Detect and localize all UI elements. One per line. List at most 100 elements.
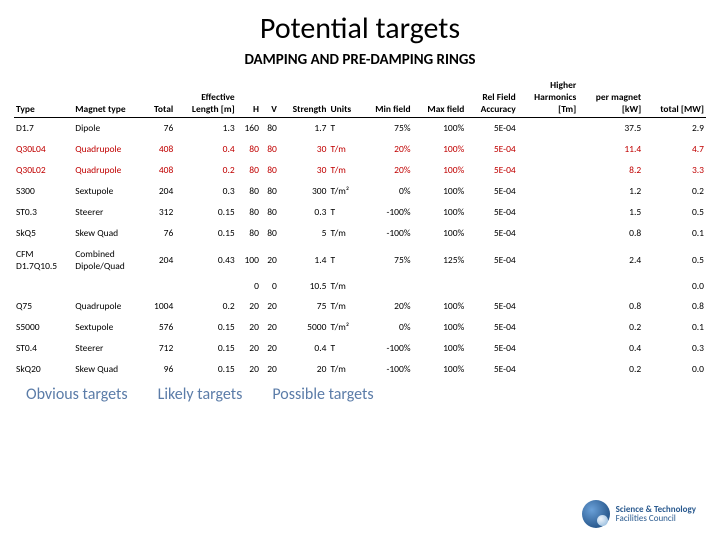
table-cell: Quadrupole (73, 139, 144, 160)
table-cell: 80 (261, 118, 279, 139)
table-cell: 100% (413, 160, 467, 181)
table-cell: 30 (279, 160, 329, 181)
likely-targets-label: Likely targets (158, 386, 243, 404)
table-cell: CFMD1.7Q10.5 (14, 244, 73, 277)
table-cell: 0.4 (578, 338, 643, 359)
table-cell: 75% (361, 244, 413, 277)
table-cell (518, 223, 579, 244)
table-cell: 20 (237, 317, 261, 338)
table-cell: T/m (328, 277, 360, 296)
table-cell: 100% (413, 139, 467, 160)
table-row: Q30L04Quadrupole4080.4808030T/m20%100%5E… (14, 139, 706, 160)
table-cell: 0.5 (643, 202, 706, 223)
table-row: S5000Sextupole5760.1520205000T/m²0%100%5… (14, 317, 706, 338)
table-cell: Q30L02 (14, 160, 73, 181)
table-cell: 0.15 (175, 317, 236, 338)
table-cell: Skew Quad (73, 223, 144, 244)
table-cell: 1.5 (578, 202, 643, 223)
data-table: TypeMagnet typeTotalEffectiveLength [m]H… (14, 77, 706, 380)
table-cell (73, 277, 144, 296)
column-header: HigherHarmonics[Tm] (518, 77, 579, 118)
table-cell (466, 277, 517, 296)
stfc-logo-icon (582, 500, 610, 528)
table-row: SkQ5Skew Quad760.1580805T/m-100%100%5E-0… (14, 223, 706, 244)
table-container: TypeMagnet typeTotalEffectiveLength [m]H… (0, 77, 720, 380)
table-cell: 20 (261, 338, 279, 359)
table-cell: Dipole (73, 118, 144, 139)
table-cell: 20 (279, 359, 329, 380)
table-cell: 0.8 (578, 223, 643, 244)
table-cell: 20% (361, 296, 413, 317)
table-row: D1.7Dipole761.3160801.7T75%100%5E-0437.5… (14, 118, 706, 139)
table-cell: 0% (361, 317, 413, 338)
table-cell: 0.15 (175, 359, 236, 380)
table-cell: 100% (413, 181, 467, 202)
table-cell: -100% (361, 202, 413, 223)
table-cell: 80 (237, 223, 261, 244)
table-cell: 100% (413, 223, 467, 244)
table-cell: 96 (145, 359, 176, 380)
table-row: CFMD1.7Q10.5CombinedDipole/Quad2040.4310… (14, 244, 706, 277)
table-cell: T (328, 338, 360, 359)
table-cell: 20 (237, 338, 261, 359)
table-cell: 0.3 (175, 181, 236, 202)
table-row: ST0.3Steerer3120.1580800.3T-100%100%5E-0… (14, 202, 706, 223)
table-cell: 5E-04 (466, 118, 517, 139)
table-cell: 100% (413, 202, 467, 223)
table-cell: 0.1 (643, 223, 706, 244)
table-cell (14, 277, 73, 296)
table-cell: 0.2 (578, 359, 643, 380)
table-cell: 1.4 (279, 244, 329, 277)
possible-targets-label: Possible targets (272, 386, 373, 404)
table-cell: T/m (328, 160, 360, 181)
table-cell: 5E-04 (466, 338, 517, 359)
table-cell: 0.1 (643, 317, 706, 338)
table-cell: 5 (279, 223, 329, 244)
table-cell: 300 (279, 181, 329, 202)
table-cell: 5E-04 (466, 317, 517, 338)
table-cell: 0.2 (643, 181, 706, 202)
table-row: S300Sextupole2040.38080300T/m²0%100%5E-0… (14, 181, 706, 202)
column-header: total [MW] (643, 77, 706, 118)
table-cell: 80 (237, 202, 261, 223)
table-row: ST0.4Steerer7120.1520200.4T-100%100%5E-0… (14, 338, 706, 359)
table-cell: SkQ20 (14, 359, 73, 380)
table-cell: T/m² (328, 181, 360, 202)
table-cell: 712 (145, 338, 176, 359)
page-title: Potential targets (0, 0, 720, 51)
table-cell: 20 (237, 296, 261, 317)
column-header: V (261, 77, 279, 118)
table-cell: 5E-04 (466, 160, 517, 181)
table-cell: 576 (145, 317, 176, 338)
table-cell (518, 317, 579, 338)
table-cell: ST0.4 (14, 338, 73, 359)
table-cell: 11.4 (578, 139, 643, 160)
table-cell: 204 (145, 244, 176, 277)
table-cell: 10.5 (279, 277, 329, 296)
table-cell: T (328, 244, 360, 277)
table-cell: 204 (145, 181, 176, 202)
column-header: Type (14, 77, 73, 118)
table-cell (361, 277, 413, 296)
table-cell: 80 (237, 181, 261, 202)
column-header: Units (328, 77, 360, 118)
table-cell: 100% (413, 296, 467, 317)
column-header: H (237, 77, 261, 118)
table-cell: Steerer (73, 202, 144, 223)
table-cell (413, 277, 467, 296)
table-cell (518, 160, 579, 181)
table-cell: 0.4 (175, 139, 236, 160)
table-cell: Sextupole (73, 181, 144, 202)
table-cell: 100% (413, 118, 467, 139)
table-cell: 20 (261, 359, 279, 380)
table-cell: 0% (361, 181, 413, 202)
table-cell: 0.15 (175, 223, 236, 244)
table-cell: 75 (279, 296, 329, 317)
table-cell: 0 (261, 277, 279, 296)
table-cell: 0.2 (175, 296, 236, 317)
table-cell (518, 338, 579, 359)
table-cell (518, 359, 579, 380)
column-header: EffectiveLength [m] (175, 77, 236, 118)
table-cell: 5E-04 (466, 181, 517, 202)
table-cell (518, 139, 579, 160)
